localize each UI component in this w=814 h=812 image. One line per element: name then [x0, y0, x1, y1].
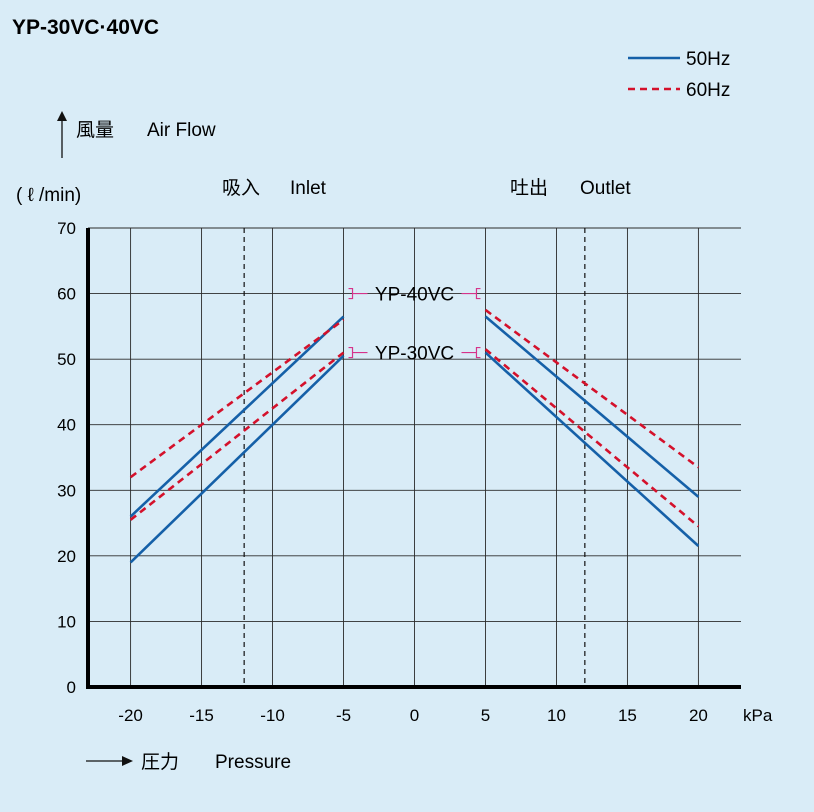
chart-title: YP-30VC·40VC	[12, 16, 159, 39]
y-tick-label: 30	[57, 481, 76, 500]
series-yp-40vc-50hz-inlet	[129, 315, 345, 518]
y-tick-label: 20	[57, 547, 76, 566]
x-title-en: Pressure	[215, 752, 291, 773]
series-lines	[129, 308, 700, 564]
bracket-left	[348, 346, 368, 359]
inlet-label-en: Inlet	[290, 178, 327, 199]
model-label: YP-30VC	[375, 344, 454, 365]
x-unit: kPa	[743, 706, 773, 725]
dashed-guides	[243, 228, 586, 687]
y-tick-label: 60	[57, 285, 76, 304]
inlet-label-jp: 吸入	[222, 178, 260, 199]
up-arrow-icon	[57, 111, 67, 121]
x-title-jp: 圧力	[141, 751, 179, 773]
x-tick-label: -10	[260, 706, 285, 725]
bracket-right	[461, 287, 481, 300]
y-unit: ( ℓ /min)	[16, 185, 81, 206]
x-tick-label: 10	[547, 706, 566, 725]
x-tick-labels: -20 -15 -10 -5 0 5 10 15 20	[118, 706, 708, 725]
series-yp-30vc-50hz-inlet	[129, 354, 345, 564]
x-tick-label: -15	[189, 706, 214, 725]
series-yp-30vc-50hz-outlet	[484, 351, 700, 547]
series-yp-30vc-60hz-outlet	[484, 348, 700, 528]
y-axis-title: 風量 Air Flow ( ℓ /min)	[16, 111, 216, 206]
y-tick-label: 70	[57, 219, 76, 238]
axes	[86, 228, 741, 689]
x-tick-label: 5	[481, 706, 490, 725]
model-label: YP-40VC	[375, 285, 454, 306]
y-title-jp: 風量	[76, 120, 114, 141]
series-yp-40vc-50hz-outlet	[484, 315, 700, 498]
series-yp-40vc-60hz-outlet	[484, 308, 700, 469]
y-tick-labels: 0 10 20 30 40 50 60 70	[57, 219, 76, 697]
y-tick-label: 0	[67, 678, 76, 697]
x-tick-label: 20	[689, 706, 708, 725]
series-yp-40vc-60hz-inlet	[129, 318, 345, 479]
outlet-label-en: Outlet	[580, 178, 631, 199]
legend-label-60hz: 60Hz	[686, 80, 730, 101]
model-labels: YP-40VC YP-30VC	[348, 285, 481, 365]
series-yp-30vc-60hz-inlet	[129, 351, 345, 521]
y-tick-label: 50	[57, 350, 76, 369]
bracket-right	[461, 346, 481, 359]
y-tick-label: 40	[57, 416, 76, 435]
y-title-en: Air Flow	[147, 120, 216, 141]
y-tick-label: 10	[57, 612, 76, 631]
bracket-left	[348, 287, 368, 300]
x-axis-title: 圧力 Pressure	[86, 751, 291, 773]
legend-label-50hz: 50Hz	[686, 49, 730, 70]
x-tick-label: 0	[410, 706, 419, 725]
x-tick-label: 15	[618, 706, 637, 725]
grid	[88, 227, 741, 687]
x-tick-label: -5	[336, 706, 351, 725]
legend: 50Hz 60Hz	[628, 49, 730, 101]
x-tick-label: -20	[118, 706, 143, 725]
right-arrow-icon	[122, 756, 133, 766]
outlet-label-jp: 吐出	[510, 177, 548, 199]
